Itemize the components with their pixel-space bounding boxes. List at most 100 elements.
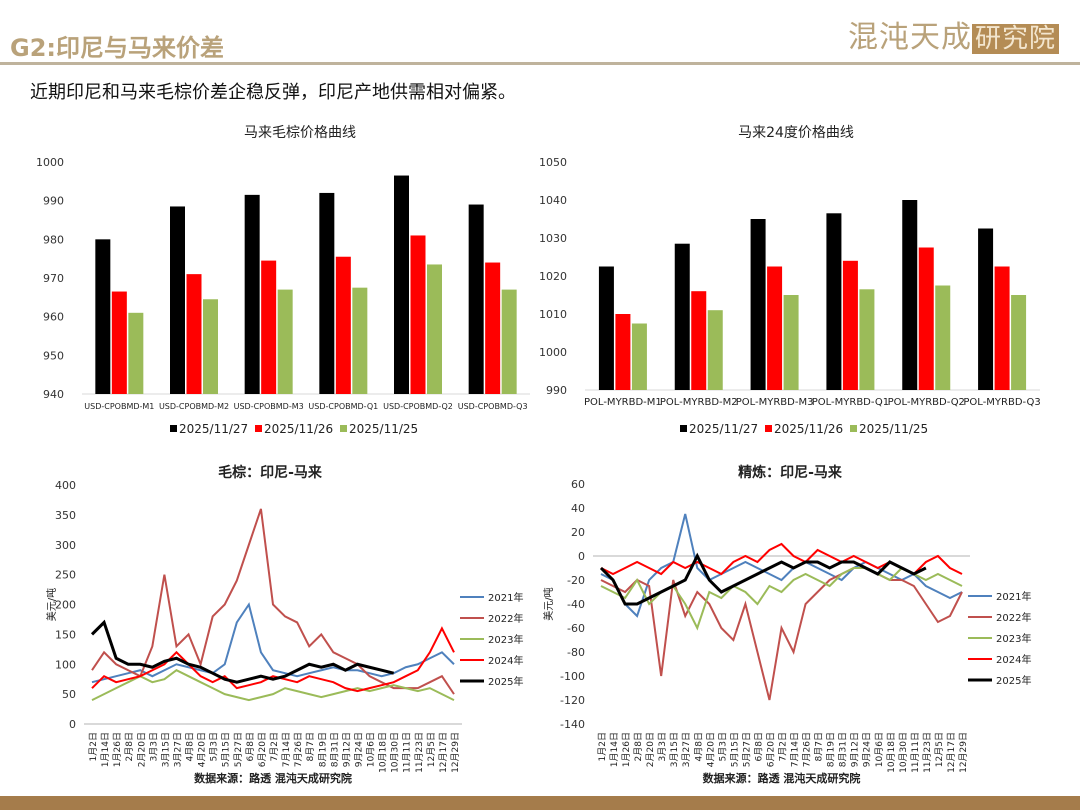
- x-tick-label: 8月7日: [305, 732, 316, 761]
- y-tick-label: -120: [560, 694, 585, 707]
- x-tick-label: 2月20日: [645, 732, 656, 767]
- x-tick-label: 11月23日: [922, 732, 933, 773]
- bar: [783, 295, 799, 390]
- legend-label: 2025/11/25: [859, 422, 928, 436]
- x-tick-label: 8月19日: [317, 732, 328, 767]
- y-tick-label: 990: [546, 384, 567, 397]
- bar: [994, 266, 1010, 390]
- x-tick-label: 5月15日: [729, 732, 740, 767]
- legend-label: 2025/11/26: [774, 422, 843, 436]
- x-tick-label: 1月26日: [621, 732, 632, 767]
- y-tick-label: 980: [43, 233, 64, 246]
- legend-swatch: [170, 425, 177, 432]
- x-tick-label: 12月17日: [946, 732, 957, 773]
- bar: [410, 235, 426, 394]
- x-tick-label: 4月20日: [705, 732, 716, 767]
- y-tick-label: 1040: [539, 194, 567, 207]
- bar: [707, 310, 723, 390]
- bar: [261, 260, 277, 394]
- x-tick-label: 5月27日: [233, 732, 244, 767]
- line-chart-1: 毛棕：印尼-马来 0 50 100 150 200 250 300 350 400 美元/吨 1月2日…: [45, 464, 523, 785]
- x-tick-label: 5月3日: [209, 732, 220, 761]
- y-tick-label: -140: [560, 718, 585, 731]
- legend-label: 2022年: [488, 612, 523, 625]
- y-tick-label: 1010: [539, 308, 567, 321]
- x-tick-label: 5月15日: [221, 732, 232, 767]
- x-tick-label: 10月30日: [390, 732, 401, 773]
- x-tick-label: POL-MYRBD-M3: [736, 397, 814, 408]
- series-line-2021年: [91, 602, 455, 684]
- x-tick-label: 6月20日: [257, 732, 268, 767]
- x-tick-label: 1月2日: [88, 732, 99, 761]
- legend-swatch: [765, 425, 772, 432]
- x-tick-label: 12月5日: [426, 732, 437, 767]
- x-tick-label: 1月14日: [609, 732, 620, 767]
- bar: [95, 239, 111, 394]
- x-tick-label: 4月8日: [693, 732, 704, 761]
- bar: [111, 291, 127, 394]
- x-tick-label: USD-CPOBMD-M1: [84, 402, 154, 411]
- x-tick-label: 1月26日: [112, 732, 123, 767]
- legend-label: 2023年: [996, 632, 1031, 645]
- legend-swatch: [340, 425, 347, 432]
- x-tick-label: 6月20日: [765, 732, 776, 767]
- legend-label: 2025年: [488, 675, 523, 688]
- bar: [674, 243, 690, 390]
- line-chart-2: 精炼：印尼-马来 -140 -120 -100 -80 -60 -40 -20 0 20 40 60 美…: [542, 464, 1031, 785]
- x-tick-label: 5月27日: [741, 732, 752, 767]
- source-note: 数据来源：路透 混沌天成研究院: [703, 771, 861, 785]
- logo-text: 混沌天成: [848, 20, 972, 55]
- x-tick-label: 5月3日: [717, 732, 728, 761]
- legend-label: 2022年: [996, 611, 1031, 624]
- bar: [767, 266, 783, 390]
- x-tick-label: 12月17日: [438, 732, 449, 773]
- source-note: 数据来源：路透 混沌天成研究院: [194, 771, 352, 785]
- bar: [631, 323, 647, 390]
- legend-label: 2024年: [996, 653, 1031, 666]
- y-tick-label: 1030: [539, 232, 567, 245]
- y-tick-label: 400: [55, 479, 76, 492]
- x-tick-label: 8月19日: [826, 732, 837, 767]
- x-tick-label: 7月2日: [778, 732, 789, 761]
- x-tick-label: 2月8日: [124, 732, 135, 761]
- header-divider: [0, 62, 1080, 65]
- bar: [598, 266, 614, 390]
- bar: [203, 299, 218, 394]
- x-tick-label: 3月15日: [160, 732, 171, 767]
- y-tick-label: 970: [43, 272, 64, 285]
- x-tick-label: 8月31日: [838, 732, 849, 767]
- bar: [244, 194, 260, 394]
- y-tick-label: 1020: [539, 270, 567, 283]
- x-tick-label: 9月12日: [850, 732, 861, 767]
- x-tick-label: 11月11日: [910, 732, 921, 773]
- y-tick-label: 0: [69, 718, 76, 731]
- legend-label: 2021年: [488, 591, 523, 604]
- legend-label: 2025/11/27: [689, 422, 758, 436]
- footer-bar: [0, 796, 1080, 810]
- bar: [128, 312, 144, 394]
- y-tick-label: 250: [55, 569, 76, 582]
- bar: [902, 200, 918, 390]
- bar: [918, 247, 934, 390]
- x-tick-label: POL-MYRBD-M2: [660, 397, 738, 408]
- x-tick-label: USD-CPOBMD-Q3: [458, 402, 528, 411]
- x-tick-label: 12月29日: [450, 732, 461, 773]
- logo-box: 研究院: [972, 24, 1060, 54]
- bar: [842, 260, 858, 390]
- x-tick-label: USD-CPOBMD-M2: [159, 402, 229, 411]
- series-line-2025年: [599, 552, 927, 606]
- subtitle: 近期印尼和马来毛棕价差企稳反弹，印尼产地供需相对偏紧。: [30, 82, 516, 103]
- y-tick-label: -60: [567, 622, 585, 635]
- x-tick-label: POL-MYRBD-Q2: [888, 397, 965, 408]
- chart-title: 精炼：印尼-马来: [738, 464, 843, 481]
- chart-title: 毛棕：印尼-马来: [218, 464, 323, 481]
- bar: [615, 314, 631, 390]
- y-tick-label: 1000: [539, 346, 567, 359]
- page-title: G2:印尼与马来价差: [10, 34, 224, 62]
- x-tick-label: 1月14日: [100, 732, 111, 767]
- bar: [859, 289, 875, 390]
- y-tick-label: 100: [55, 658, 76, 671]
- x-tick-label: USD-CPOBMD-Q1: [308, 402, 378, 411]
- x-tick-label: 12月29日: [958, 732, 969, 773]
- bar: [277, 289, 293, 394]
